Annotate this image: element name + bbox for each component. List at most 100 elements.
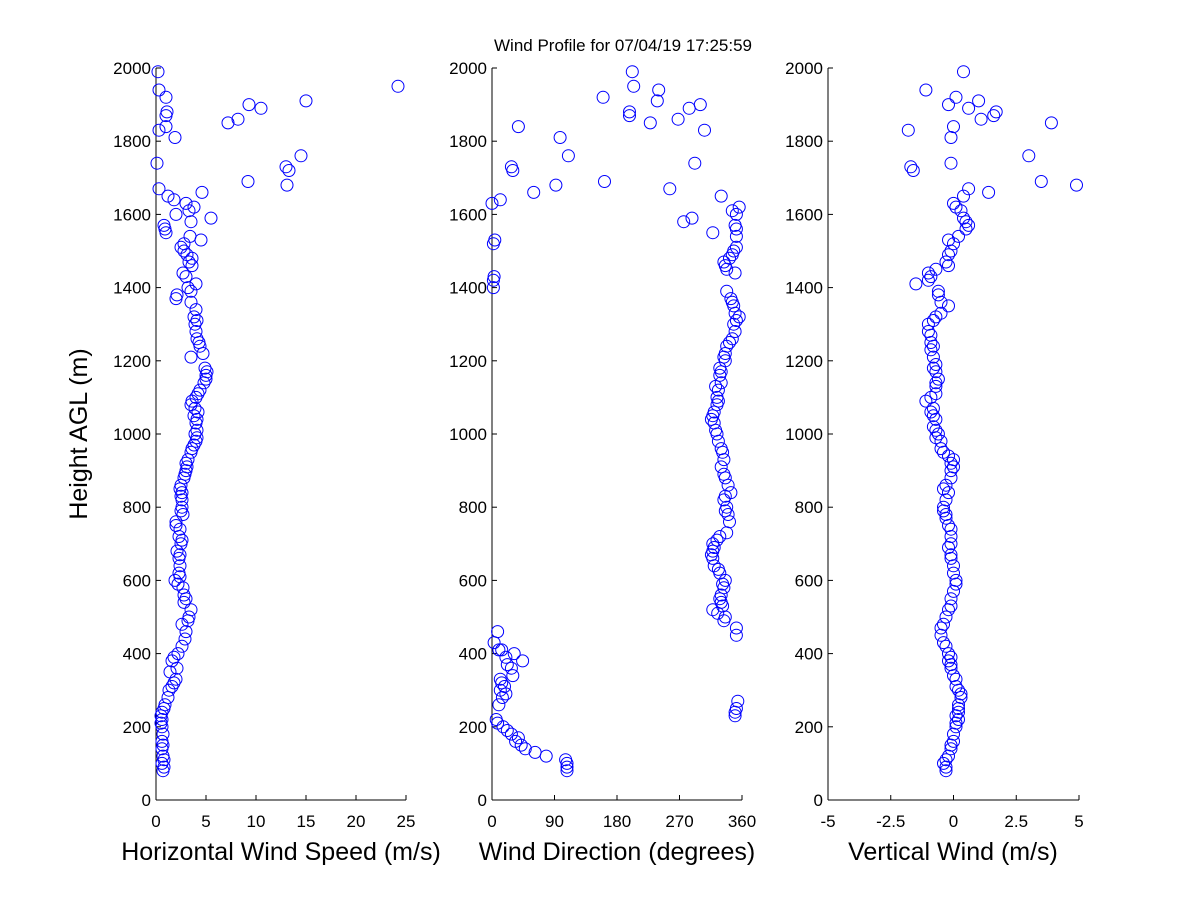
data-point [184,350,198,364]
data-point [720,526,734,540]
data-point [729,702,743,715]
data-point [185,442,199,456]
data-point [194,233,208,247]
data-point [720,500,734,514]
y-tick-label: 600 [123,571,151,590]
data-point [169,672,183,686]
data-point [176,266,190,280]
data-point [157,218,171,232]
data-point [904,160,918,174]
data-point [221,116,235,130]
data-point [924,343,938,357]
data-point [728,266,742,280]
data-point [962,101,976,115]
data-point [942,519,955,532]
x-axis-label: Horizontal Wind Speed (m/s) [121,838,441,866]
data-point [954,691,968,704]
x-tick-label: 10 [247,812,266,831]
data-point [152,123,166,137]
data-point [518,742,532,756]
data-point [931,284,945,298]
data-point [714,376,728,390]
data-point [952,713,965,726]
data-point [242,98,256,112]
data-point [729,207,743,221]
data-point [159,90,173,104]
data-point [957,189,970,203]
data-point [934,621,948,635]
data-points [485,65,746,778]
data-point [706,603,720,617]
data-point [949,680,963,693]
data-point [155,756,169,770]
data-point [714,442,728,456]
y-tick-label: 1200 [113,352,151,371]
data-point [498,680,511,693]
data-point [169,515,183,529]
data-point [974,112,988,126]
data-point [492,643,506,657]
data-point [942,603,955,617]
data-point [937,636,950,650]
data-point [942,98,955,112]
data-point [168,131,182,144]
data-point [189,303,203,317]
data-point [714,189,728,203]
data-point [299,94,313,108]
data-point [942,248,955,262]
data-point [732,310,746,324]
y-tick-label: 1000 [113,425,151,444]
data-point [942,541,955,554]
data-point [539,749,553,763]
data-point [939,508,953,521]
data-point [962,218,976,232]
y-tick-label: 200 [795,718,823,737]
data-point [158,698,172,712]
data-point [507,647,521,661]
data-point [934,295,948,309]
x-tick-label: 180 [603,812,631,831]
data-point [921,266,935,280]
data-point [721,478,735,492]
data-point [511,120,525,134]
y-tick-label: 1600 [449,205,487,224]
data-point [198,361,212,375]
data-point [947,727,960,741]
data-point [944,131,958,144]
data-point [663,182,677,196]
data-point [711,562,725,576]
data-point [721,508,735,521]
x-tick-label: 0 [949,812,958,831]
data-point [650,94,664,108]
data-point [176,508,190,521]
data-point [926,420,940,434]
data-point [729,621,743,635]
data-point [1044,116,1058,130]
data-point [560,760,574,774]
data-point [196,347,210,360]
data-point [151,65,165,79]
data-point [931,288,945,302]
data-point [175,533,189,547]
data-point [175,639,189,653]
data-point [189,325,203,338]
y-tick-label: 1400 [785,279,823,298]
x-tick-label: -5 [820,812,835,831]
data-point [549,178,563,192]
data-point [279,160,293,174]
data-point [728,325,742,338]
data-point [173,522,187,536]
panel-wind-direction: 0 200 400 600 800 1000 1200 1400 1600 1800 2000 0 90… [449,59,756,866]
data-point [169,207,183,221]
data-point [714,588,728,602]
y-tick-label: 800 [795,498,823,517]
data-point [511,731,525,745]
data-point [485,196,499,210]
data-point [929,379,943,393]
data-point [729,628,743,642]
data-point [706,537,720,551]
data-point [944,156,958,170]
data-point [909,277,923,291]
x-tick-label: 20 [347,812,366,831]
